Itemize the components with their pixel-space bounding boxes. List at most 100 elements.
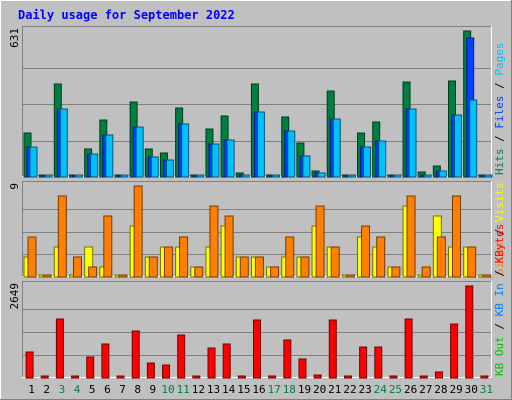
bar-kbytes-day-1: [25, 351, 34, 379]
bar-sites-day-4: [72, 256, 82, 278]
legend: Sites / Visits: [493, 182, 506, 275]
bar-kbytes-day-2: [40, 375, 49, 379]
x-tick-label: 6: [104, 383, 111, 396]
bar-sites-day-25: [391, 266, 401, 278]
legend-entry: /: [493, 263, 506, 283]
bar-pages-day-12: [196, 174, 205, 178]
bar-kbytes-day-14: [222, 343, 231, 379]
x-axis-day-labels: 1 2 3 4 5 6 7 8 9 10 11 12 13 14 15 16 17 18 19 20 21 22 23 24 2…: [28, 383, 493, 396]
bar-pages-day-6: [105, 134, 114, 178]
bar-kbytes-day-22: [343, 375, 352, 379]
x-tick-label: 31: [480, 383, 493, 396]
bar-pages-day-13: [211, 143, 220, 178]
bar-kbytes-day-29: [450, 323, 459, 379]
x-tick-label: 3: [59, 383, 66, 396]
x-tick-label: 27: [419, 383, 432, 396]
legend-entry: /: [493, 76, 506, 96]
bar-kbytes-day-10: [162, 364, 171, 379]
bar-pages-day-3: [59, 108, 68, 178]
bar-pages-day-4: [74, 174, 83, 178]
bar-sites-day-30: [467, 246, 477, 278]
x-tick-label: 9: [150, 383, 157, 396]
x-tick-label: 4: [74, 383, 81, 396]
legend-entry: Files: [493, 96, 506, 129]
bar-sites-day-24: [376, 236, 386, 278]
bar-pages-day-15: [241, 174, 250, 178]
bar-kbytes-day-17: [268, 375, 277, 379]
legend-entry: /: [493, 222, 506, 242]
legend-entry: KB Out: [493, 336, 506, 376]
bar-kbytes-day-3: [55, 318, 64, 379]
bar-sites-day-17: [270, 266, 280, 278]
bar-pages-day-18: [287, 130, 296, 178]
bar-pages-day-23: [363, 146, 372, 178]
x-tick-label: 28: [434, 383, 447, 396]
x-tick-label: 14: [222, 383, 236, 396]
axis-max-label: 9: [8, 183, 21, 190]
bar-pages-day-29: [454, 114, 463, 178]
bar-sites-day-22: [345, 274, 355, 278]
x-tick-label: 24: [374, 383, 388, 396]
bar-kbytes-day-4: [71, 375, 80, 379]
chart-title: Daily usage for September 2022: [18, 8, 235, 22]
bar-kbytes-day-26: [404, 318, 413, 379]
bar-kbytes-day-23: [359, 346, 368, 379]
bar-kbytes-day-25: [389, 375, 398, 379]
x-tick-label: 12: [192, 383, 205, 396]
bar-pages-day-10: [165, 159, 174, 178]
bar-pages-day-27: [423, 174, 432, 178]
bar-kbytes-day-5: [86, 356, 95, 379]
bar-pages-day-9: [150, 156, 159, 178]
bar-pages-day-24: [378, 140, 387, 178]
legend-entry: Hits: [493, 149, 506, 176]
x-tick-label: 10: [161, 383, 174, 396]
bar-sites-day-14: [224, 215, 234, 278]
legend-entry: /: [493, 129, 506, 149]
bar-pages-day-30: [469, 99, 478, 178]
x-tick-label: 16: [252, 383, 265, 396]
panel-kbytes: 2649 KB Out / KB In / KBytes: [8, 224, 506, 379]
bar-kbytes-day-19: [298, 358, 307, 379]
x-tick-label: 21: [328, 383, 341, 396]
bar-sites-day-28: [436, 236, 446, 278]
bar-kbytes-day-9: [146, 362, 155, 379]
axis-max-label: 2649: [8, 283, 21, 310]
bar-pages-day-16: [256, 111, 265, 178]
bar-pages-day-26: [408, 108, 417, 178]
bar-pages-day-19: [302, 155, 311, 178]
x-tick-label: 1: [28, 383, 35, 396]
bar-sites-day-26: [406, 195, 416, 278]
bar-sites-day-21: [330, 246, 340, 278]
x-tick-label: 30: [465, 383, 478, 396]
bar-sites-day-2: [42, 274, 52, 278]
bar-pages-day-21: [332, 118, 341, 178]
x-tick-label: 17: [268, 383, 281, 396]
bar-pages-day-31: [484, 174, 493, 178]
legend-entry: Sites: [493, 242, 506, 275]
bar-kbytes-day-7: [116, 375, 125, 379]
bar-sites-day-16: [254, 256, 264, 278]
legend-entry: KBytes: [493, 224, 506, 264]
bar-sites-day-12: [194, 266, 204, 278]
bar-kbytes-day-24: [374, 346, 383, 379]
x-tick-label: 20: [313, 383, 326, 396]
bar-sites-day-3: [57, 195, 67, 278]
bar-sites-day-20: [315, 205, 325, 278]
bar-kbytes-day-6: [101, 343, 110, 379]
panel-visits-sites: 9 Sites / Visits: [8, 181, 506, 278]
bar-kbytes-day-12: [192, 375, 201, 379]
bar-pages-day-8: [135, 126, 144, 178]
legend-entry: Pages: [493, 43, 506, 76]
bar-pages-day-20: [317, 172, 326, 178]
bar-kbytes-day-16: [253, 319, 261, 379]
legend: KB Out / KB In / KBytes: [493, 224, 506, 376]
legend-entry: /: [493, 316, 506, 336]
bar-kbytes-day-31: [480, 375, 489, 379]
x-tick-label: 8: [134, 383, 141, 396]
x-tick-label: 11: [177, 383, 190, 396]
bar-pages-day-2: [44, 174, 53, 178]
bar-kbytes-day-28: [434, 371, 443, 379]
legend: Hits / Files / Pages: [493, 43, 506, 176]
axis-max-label: 631: [8, 28, 21, 48]
